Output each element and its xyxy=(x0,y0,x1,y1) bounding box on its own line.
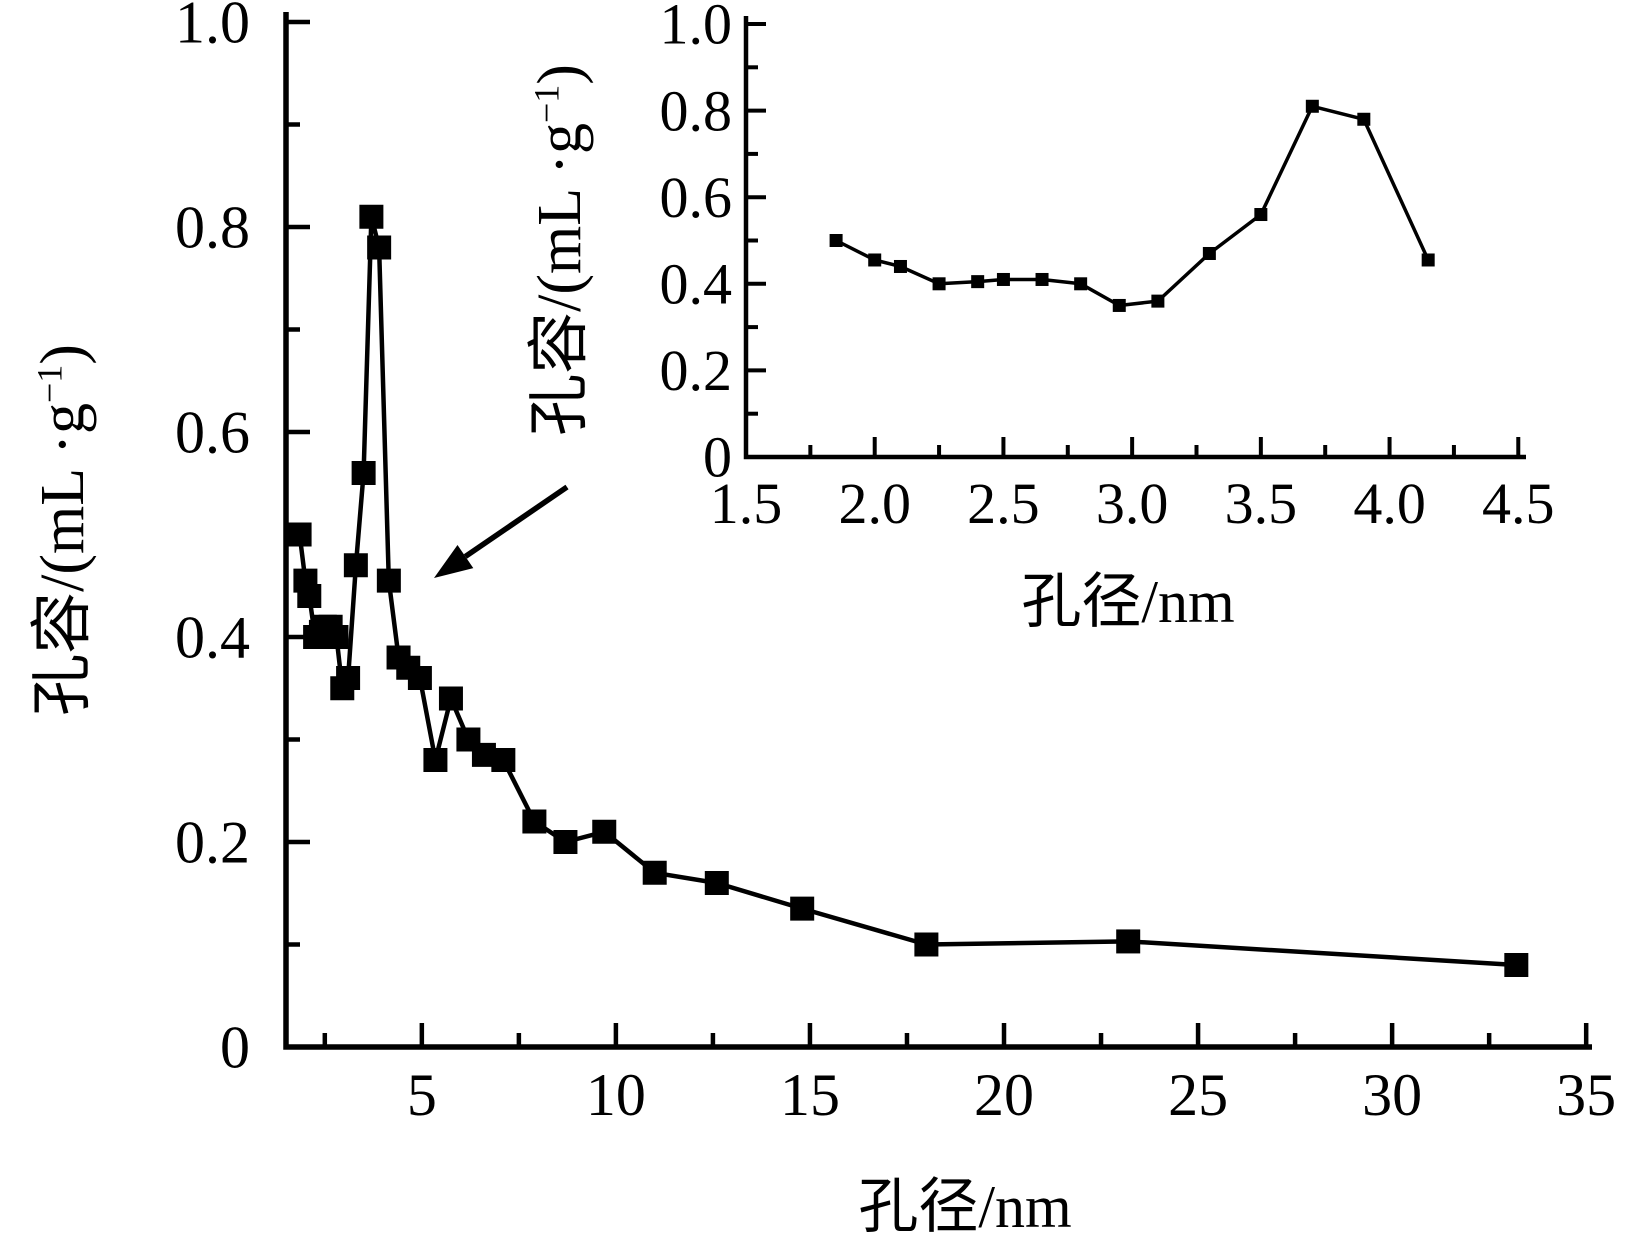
inset-plot: 1.5 2.0 2.5 3.0 3.5 4.0 4.5 0 0.2 0.4 0.6 0.8 1.0 xyxy=(660,0,1555,536)
data-point-marker xyxy=(971,275,985,289)
data-point-marker xyxy=(376,568,401,593)
data-point-marker xyxy=(1151,294,1165,308)
x-tick-label: 30 xyxy=(1362,1062,1422,1128)
data-point-marker xyxy=(996,272,1010,286)
data-point-marker xyxy=(914,932,939,957)
data-point-marker xyxy=(1357,112,1371,126)
data-point-marker xyxy=(553,830,578,854)
x-tick-label: 4.5 xyxy=(1482,471,1555,536)
y-tick-label: 0.2 xyxy=(660,338,733,403)
y-tick-label: 0 xyxy=(703,425,732,490)
x-tick-label: 3.5 xyxy=(1225,471,1298,536)
x-tick-label: 5 xyxy=(407,1062,437,1128)
data-point-marker xyxy=(932,277,946,291)
x-tick-label: 3.0 xyxy=(1096,471,1169,536)
main-y-axis-title: 孔容/(mL ·g−1) xyxy=(29,344,97,716)
data-point-marker xyxy=(423,748,448,772)
x-tick-label: 2.0 xyxy=(838,471,911,536)
inset-y-axis-title-close: ) xyxy=(526,64,594,85)
data-point-marker xyxy=(642,860,667,885)
inset-axes xyxy=(743,16,1526,460)
x-tick-label: 10 xyxy=(586,1062,646,1128)
inset-x-axis-title-text: 孔径/nm xyxy=(1021,569,1235,635)
y-tick-label: 1.0 xyxy=(660,0,733,57)
x-tick-label: 35 xyxy=(1556,1062,1616,1128)
x-tick-label: 4.0 xyxy=(1353,471,1426,536)
data-point-marker xyxy=(829,234,843,247)
data-point-marker xyxy=(1504,953,1529,977)
data-point-marker xyxy=(1421,253,1435,267)
x-tick-label: 15 xyxy=(780,1062,840,1128)
data-point-marker xyxy=(359,204,384,229)
main-x-axis-title-text: 孔径/nm xyxy=(858,1174,1072,1240)
arrow-shaft xyxy=(463,484,569,559)
y-tick-label: 0.8 xyxy=(660,78,733,143)
main-y-axis-title-close: ) xyxy=(29,344,97,365)
data-point-marker xyxy=(592,819,617,844)
main-x-axis-title: 孔径/nm xyxy=(858,1177,1071,1237)
data-point-marker xyxy=(1074,277,1088,291)
data-point-marker xyxy=(367,235,392,260)
data-point-marker xyxy=(491,748,516,772)
inset-x-axis-title: 孔径/nm xyxy=(1021,572,1234,632)
data-point-marker xyxy=(336,666,361,690)
data-point-marker xyxy=(438,686,463,711)
data-point-marker xyxy=(1305,99,1319,113)
x-tick-label: 20 xyxy=(974,1062,1034,1128)
data-point-marker xyxy=(790,896,815,921)
annotation-arrow xyxy=(434,484,569,578)
data-point-marker xyxy=(704,871,729,895)
data-point-marker xyxy=(343,553,368,578)
inset-y-axis-title-superscript: −1 xyxy=(526,84,567,124)
y-tick-label: 0.6 xyxy=(175,399,250,465)
x-tick-label: 25 xyxy=(1168,1062,1228,1128)
y-tick-label: 0.2 xyxy=(175,809,250,875)
data-point-marker xyxy=(324,625,349,649)
series-line xyxy=(297,214,1517,968)
y-tick-label: 0.4 xyxy=(175,604,250,670)
data-point-marker xyxy=(893,259,907,273)
x-tick-label: 2.5 xyxy=(967,471,1040,536)
y-tick-label: 0 xyxy=(220,1014,250,1080)
inset-y-axis-title-text: 孔容/(mL ·g xyxy=(526,123,594,436)
y-tick-label: 0.8 xyxy=(175,194,250,260)
data-point-marker xyxy=(1112,298,1126,312)
data-point-marker xyxy=(868,253,882,267)
y-tick-label: 0.6 xyxy=(660,165,733,230)
main-y-axis-title-superscript: −1 xyxy=(29,364,70,404)
x-tick-label: 1.5 xyxy=(710,471,783,536)
y-tick-label: 0.4 xyxy=(660,252,733,317)
data-point-marker xyxy=(297,584,322,608)
data-point-marker xyxy=(1202,246,1216,260)
y-tick-label: 1.0 xyxy=(175,0,250,55)
data-point-marker xyxy=(351,461,376,485)
data-point-marker xyxy=(1116,929,1141,954)
data-point-marker xyxy=(287,522,312,547)
data-point-marker xyxy=(522,809,547,834)
data-point-marker xyxy=(1254,208,1268,222)
data-point-marker xyxy=(1035,272,1049,286)
main-plot: 5 10 15 20 25 30 35 0 0.2 0.4 0.6 0.8 1.0 xyxy=(175,0,1616,1128)
inset-y-axis-title: 孔容/(mL ·g−1) xyxy=(526,64,594,436)
arrow-head xyxy=(434,545,474,578)
series-line xyxy=(835,104,1430,308)
data-point-marker xyxy=(407,666,432,690)
main-y-axis-title-text: 孔容/(mL ·g xyxy=(29,403,97,716)
